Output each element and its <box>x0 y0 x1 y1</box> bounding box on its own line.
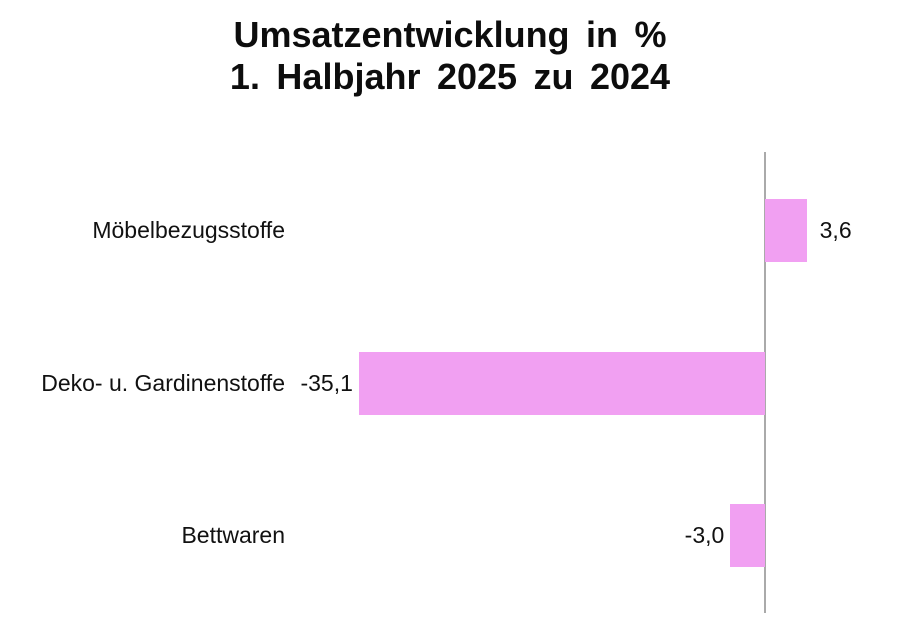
value-label-deko-u-gardinenstoffe: -35,1 <box>300 370 353 396</box>
category-label-moebelbezugsstoffe: Möbelbezugsstoffe <box>92 217 285 243</box>
value-label-bettwaren: -3,0 <box>684 522 725 548</box>
chart-title-line1: Umsatzentwicklung in % <box>233 14 667 55</box>
category-label-deko-u-gardinenstoffe: Deko- u. Gardinenstoffe <box>41 370 285 396</box>
bar-moebelbezugsstoffe <box>765 199 807 262</box>
value-label-moebelbezugsstoffe: 3,6 <box>819 217 852 243</box>
chart-title-line2: 1. Halbjahr 2025 zu 2024 <box>229 56 671 97</box>
chart-title: Umsatzentwicklung in % 1. Halbjahr 2025 … <box>0 14 900 98</box>
bar-bettwaren <box>730 504 765 567</box>
category-label-bettwaren: Bettwaren <box>181 522 285 548</box>
baseline-axis <box>764 152 766 613</box>
bar-deko-u-gardinenstoffe <box>358 352 765 415</box>
